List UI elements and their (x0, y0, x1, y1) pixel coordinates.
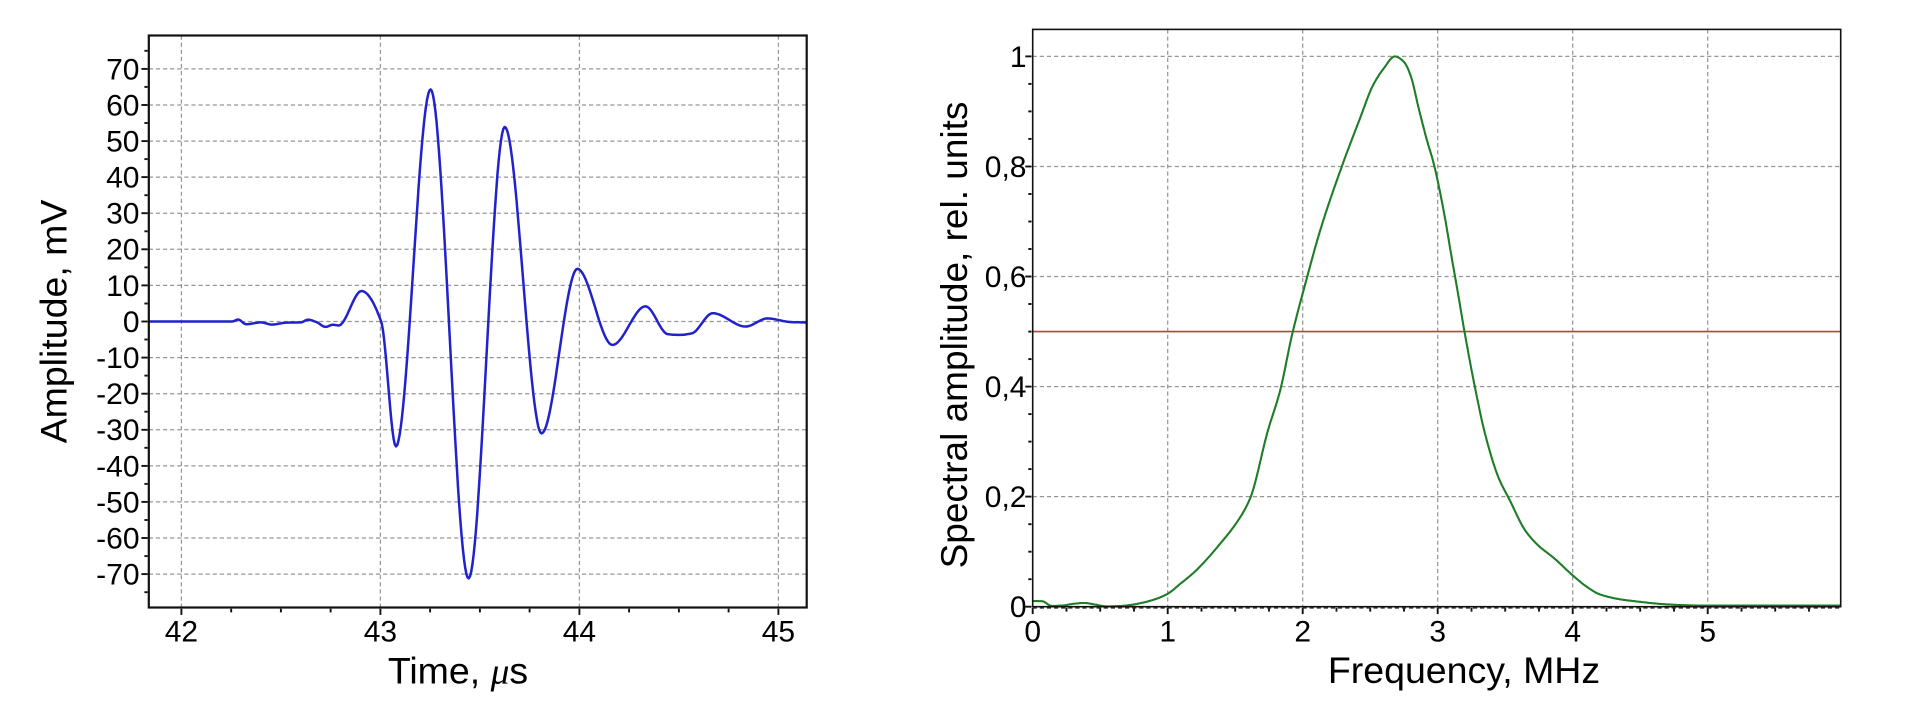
svg-text:70: 70 (106, 53, 139, 86)
svg-text:0,6: 0,6 (985, 261, 1027, 294)
svg-text:Amplitude, mV: Amplitude, mV (33, 200, 75, 444)
svg-text:0: 0 (123, 306, 140, 339)
svg-text:Time, μs: Time, μs (388, 650, 528, 693)
svg-text:Frequency, MHz: Frequency, MHz (1328, 649, 1600, 691)
svg-text:44: 44 (563, 616, 596, 649)
svg-text:-70: -70 (96, 559, 139, 592)
svg-text:5: 5 (1699, 616, 1716, 649)
svg-text:-50: -50 (96, 486, 139, 519)
svg-text:1: 1 (1010, 41, 1027, 74)
svg-text:20: 20 (106, 234, 139, 267)
svg-text:42: 42 (165, 616, 198, 649)
svg-text:-20: -20 (96, 378, 139, 411)
svg-text:Spectral amplitude, rel. units: Spectral amplitude, rel. units (934, 102, 975, 569)
svg-text:10: 10 (106, 270, 139, 303)
svg-text:0: 0 (1024, 616, 1041, 649)
svg-text:30: 30 (106, 198, 139, 231)
svg-text:0,4: 0,4 (985, 371, 1027, 404)
svg-text:0,8: 0,8 (985, 151, 1027, 184)
svg-text:3: 3 (1429, 616, 1446, 649)
svg-text:45: 45 (762, 616, 795, 649)
svg-text:2: 2 (1294, 616, 1311, 649)
svg-text:1: 1 (1159, 616, 1176, 649)
svg-text:40: 40 (106, 162, 139, 195)
svg-text:-30: -30 (96, 414, 139, 447)
svg-text:-10: -10 (96, 342, 139, 375)
svg-text:50: 50 (106, 126, 139, 159)
svg-text:4: 4 (1564, 616, 1581, 649)
svg-text:0,2: 0,2 (985, 481, 1027, 514)
svg-text:-60: -60 (96, 522, 139, 555)
svg-text:-40: -40 (96, 450, 139, 483)
svg-text:43: 43 (364, 616, 397, 649)
svg-text:0: 0 (1010, 591, 1027, 624)
svg-text:60: 60 (106, 89, 139, 122)
